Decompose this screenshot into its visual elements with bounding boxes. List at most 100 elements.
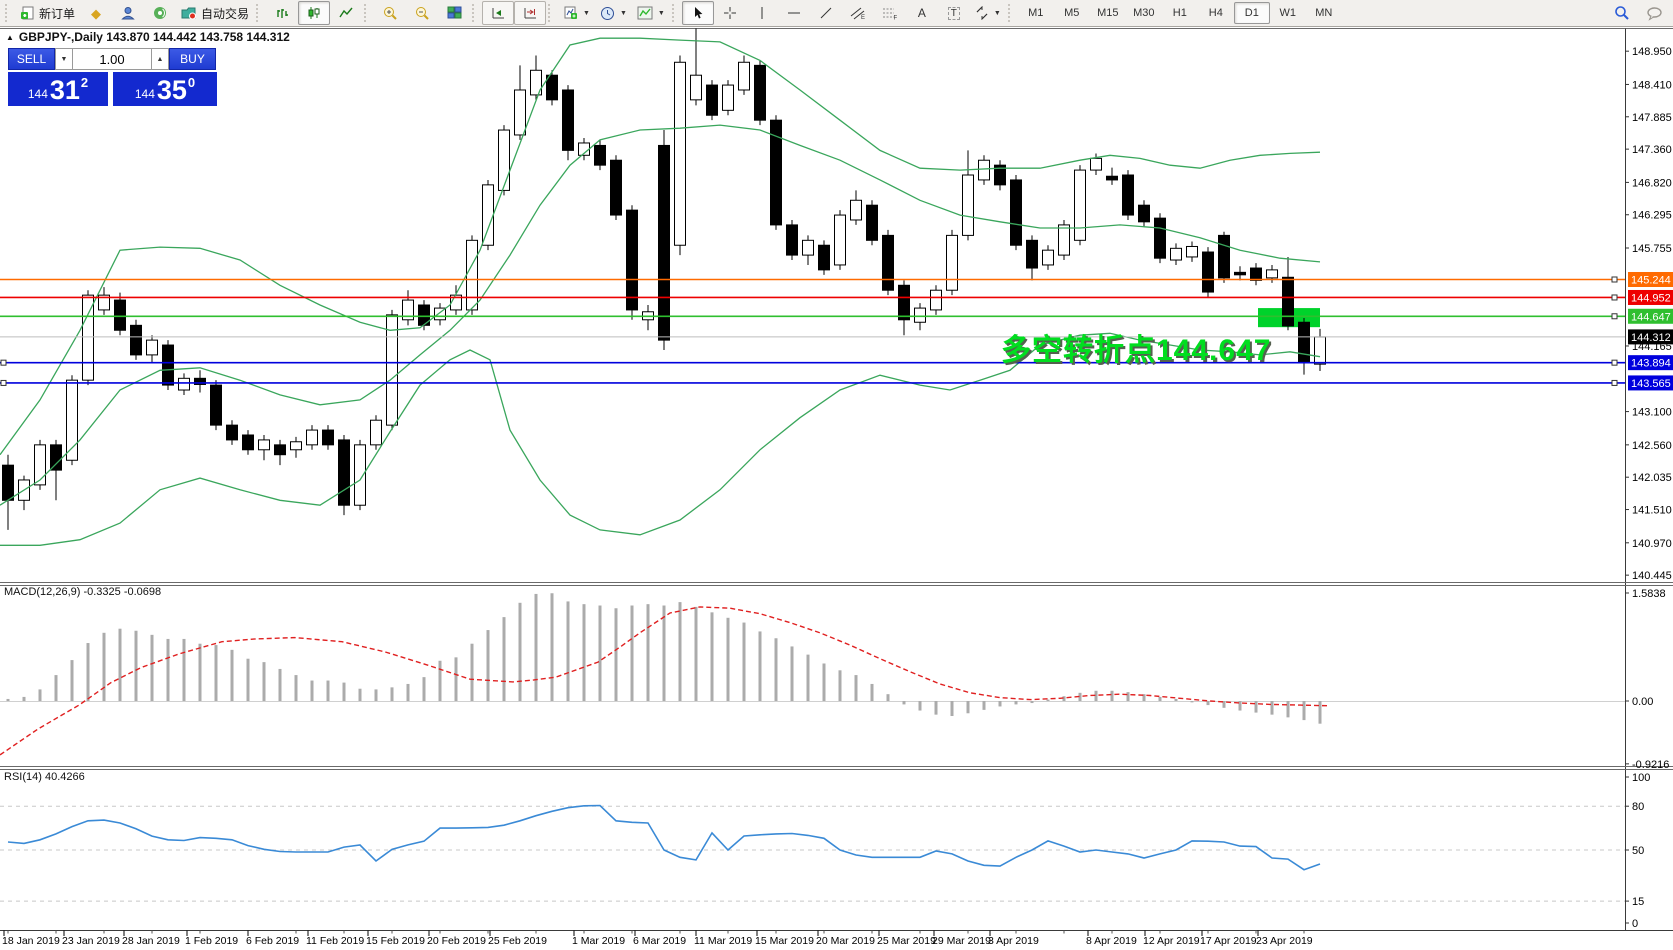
timeframe-button-m30[interactable]: M30 <box>1133 7 1155 19</box>
timeframe-button-m5[interactable]: M5 <box>1064 7 1080 19</box>
timeframe-button-h4[interactable]: H4 <box>1208 7 1223 19</box>
community-button[interactable] <box>112 1 144 25</box>
volume-increase-button[interactable]: ▲ <box>151 48 169 70</box>
rsi-pane: 100 80 50 15 0 <box>0 772 1650 930</box>
rsi-line <box>7 804 1321 871</box>
svg-text:25 Mar 2019: 25 Mar 2019 <box>877 935 936 947</box>
auto-scroll-button[interactable] <box>514 1 547 25</box>
signal-button[interactable] <box>144 1 176 25</box>
indicators-icon <box>637 6 653 20</box>
one-click-trading-panel: SELL ▼ 1.00 ▲ BUY 144 31 2 144 35 0 <box>8 48 220 106</box>
zoom-in-icon <box>383 6 398 21</box>
svg-text:143.565: 143.565 <box>1631 378 1671 390</box>
svg-text:80: 80 <box>1632 801 1644 813</box>
text-tool-button[interactable]: A <box>906 1 938 25</box>
channel-tool-button[interactable]: E <box>842 1 874 25</box>
svg-text:142.035: 142.035 <box>1632 472 1672 484</box>
svg-text:15 Feb 2019: 15 Feb 2019 <box>366 935 425 947</box>
toolbar-grip <box>671 4 678 22</box>
zoom-out-button[interactable] <box>406 1 438 25</box>
svg-text:144.952: 144.952 <box>1631 292 1671 304</box>
svg-text:12 Apr 2019: 12 Apr 2019 <box>1143 935 1200 947</box>
horizontal-line-tool-button[interactable] <box>778 1 810 25</box>
auto-trading-button[interactable]: 自动交易 <box>176 1 254 25</box>
sell-price-point: 2 <box>80 75 89 90</box>
cursor-tool-button[interactable] <box>681 1 714 25</box>
svg-text:8 Apr 2019: 8 Apr 2019 <box>1086 935 1137 947</box>
svg-text:142.560: 142.560 <box>1632 440 1672 452</box>
search-button[interactable] <box>1606 1 1638 25</box>
toolbar-grip <box>256 4 262 22</box>
timeframe-button-h1[interactable]: H1 <box>1172 7 1187 19</box>
svg-text:144.647: 144.647 <box>1631 311 1671 323</box>
timeframe-button-d1[interactable]: D1 <box>1233 2 1270 24</box>
trendline-tool-button[interactable] <box>810 1 842 25</box>
chart-title-text: GBPJPY-,Daily 143.870 144.442 143.758 14… <box>18 30 290 44</box>
vertical-line-icon <box>757 6 767 20</box>
svg-text:1 Feb 2019: 1 Feb 2019 <box>185 935 238 947</box>
buy-price-display[interactable]: 144 35 0 <box>113 72 217 106</box>
timeframe-button-mn[interactable]: MN <box>1315 7 1333 19</box>
text-label-tool-button[interactable]: T <box>938 1 970 25</box>
push-notification-button[interactable]: ◆ <box>80 1 112 25</box>
trade-panel-price-row: 144 31 2 144 35 0 <box>8 72 220 106</box>
person-icon <box>121 6 135 20</box>
sell-button[interactable]: SELL <box>8 48 55 70</box>
timeframe-button-m15[interactable]: M15 <box>1097 7 1119 19</box>
arrows-tool-button[interactable]: ▼ <box>970 1 1006 25</box>
toolbar-grip <box>548 4 554 22</box>
volume-input[interactable]: 1.00 <box>73 48 151 70</box>
crosshair-tool-button[interactable] <box>714 1 746 25</box>
line-chart-button[interactable] <box>330 1 362 25</box>
collapse-panel-icon[interactable]: ▲ <box>6 32 14 42</box>
svg-text:0.00: 0.00 <box>1632 696 1653 708</box>
chart-profiles-button[interactable]: ▼ <box>595 1 632 25</box>
new-chart-button[interactable]: ▼ <box>558 1 595 25</box>
buy-price-point: 0 <box>187 75 196 90</box>
svg-text:29 Mar 2019: 29 Mar 2019 <box>932 935 991 947</box>
indicators-button[interactable]: ▼ <box>632 1 670 25</box>
svg-text:28 Jan 2019: 28 Jan 2019 <box>122 935 180 947</box>
timeframe-button-w1[interactable]: W1 <box>1279 7 1297 19</box>
svg-text:17 Apr 2019: 17 Apr 2019 <box>1200 935 1257 947</box>
vertical-line-tool-button[interactable] <box>746 1 778 25</box>
candlestick-chart-button[interactable] <box>298 1 331 25</box>
fibonacci-tool-button[interactable]: F <box>874 1 906 25</box>
zoom-in-button[interactable] <box>374 1 406 25</box>
svg-text:1 Mar 2019: 1 Mar 2019 <box>572 935 625 947</box>
svg-text:15: 15 <box>1632 896 1644 908</box>
sell-price-display[interactable]: 144 31 2 <box>8 72 108 106</box>
bar-chart-icon <box>275 6 289 20</box>
volume-decrease-button[interactable]: ▼ <box>55 48 73 70</box>
chat-button[interactable] <box>1638 1 1670 25</box>
svg-text:20 Feb 2019: 20 Feb 2019 <box>427 935 486 947</box>
svg-text:144.165: 144.165 <box>1632 341 1672 353</box>
svg-text:140.970: 140.970 <box>1632 538 1672 550</box>
svg-text:147.360: 147.360 <box>1632 144 1672 156</box>
candlestick-chart-icon <box>307 6 321 20</box>
svg-text:141.510: 141.510 <box>1632 505 1672 517</box>
buy-button[interactable]: BUY <box>169 48 216 70</box>
search-icon <box>1614 5 1630 21</box>
tile-windows-button[interactable] <box>438 1 470 25</box>
chat-bubble-icon <box>1646 6 1663 21</box>
bar-chart-button[interactable] <box>266 1 298 25</box>
pivot-annotation-text[interactable]: 多空转折点144.647 <box>1001 334 1272 367</box>
chart-shift-button[interactable] <box>482 1 515 25</box>
new-order-button[interactable]: 新订单 <box>15 1 80 25</box>
svg-text:145.244: 145.244 <box>1631 274 1671 286</box>
new-order-label: 新订单 <box>39 6 76 21</box>
svg-text:E: E <box>861 15 865 20</box>
svg-text:148.950: 148.950 <box>1632 46 1672 58</box>
svg-text:3 Apr 2019: 3 Apr 2019 <box>988 935 1039 947</box>
timeframe-button-m1[interactable]: M1 <box>1028 7 1044 19</box>
price-axis-labels: 148.950 148.410 147.885 147.360 146.820 146.2… <box>1625 46 1672 582</box>
toolbar-grip <box>472 4 478 22</box>
svg-text:147.885: 147.885 <box>1632 112 1672 124</box>
text-label-icon: T <box>947 6 960 20</box>
auto-trading-icon <box>181 6 197 20</box>
svg-text:1.5838: 1.5838 <box>1632 588 1666 600</box>
svg-text:23 Jan 2019: 23 Jan 2019 <box>62 935 120 947</box>
time-axis: 18 Jan 2019 23 Jan 2019 28 Jan 2019 1 Feb 2… <box>2 930 1313 947</box>
